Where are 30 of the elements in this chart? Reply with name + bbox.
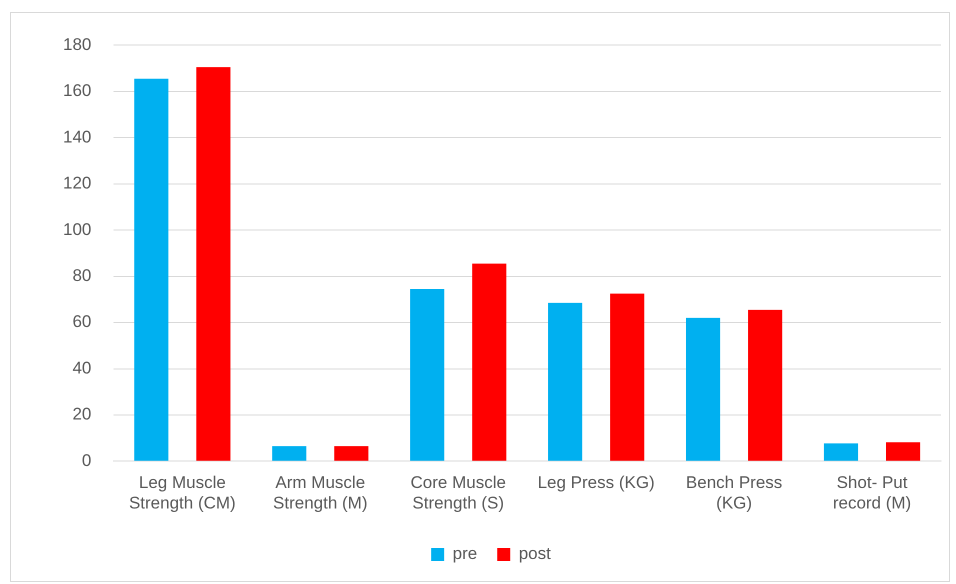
bar xyxy=(686,318,720,461)
x-tick-label: Bench Press (KG) xyxy=(686,473,782,512)
y-tick-label: 0 xyxy=(82,450,92,470)
bar xyxy=(472,264,506,461)
x-tick-label: Shot- Put record (M) xyxy=(832,473,912,512)
y-tick-label: 40 xyxy=(72,358,92,378)
y-tick-label: 60 xyxy=(72,312,92,332)
bar xyxy=(196,67,230,461)
bar xyxy=(410,289,444,461)
bar xyxy=(334,446,368,461)
y-tick-label: 160 xyxy=(62,81,92,100)
y-tick-label: 20 xyxy=(72,404,92,424)
bar xyxy=(824,443,858,461)
bar xyxy=(134,78,168,461)
bar xyxy=(610,294,644,461)
y-tick-label: 120 xyxy=(62,174,92,193)
x-tick-label: Leg Press (KG) xyxy=(538,473,655,492)
bar xyxy=(886,442,920,461)
y-tick-label: 180 xyxy=(62,34,92,54)
bar xyxy=(748,310,782,461)
y-tick-label: 80 xyxy=(72,266,92,285)
bar xyxy=(272,446,306,461)
legend-label: post xyxy=(518,544,552,564)
x-tick-label: Core Muscle Strength (S) xyxy=(410,473,506,512)
y-tick-label: 100 xyxy=(62,220,92,239)
bar xyxy=(548,302,582,461)
y-tick-label: 140 xyxy=(62,127,92,146)
x-tick-label: Leg Muscle Strength (CM) xyxy=(128,473,236,512)
legend-label: pre xyxy=(452,544,478,564)
x-tick-label: Arm Muscle Strength (M) xyxy=(273,473,368,512)
